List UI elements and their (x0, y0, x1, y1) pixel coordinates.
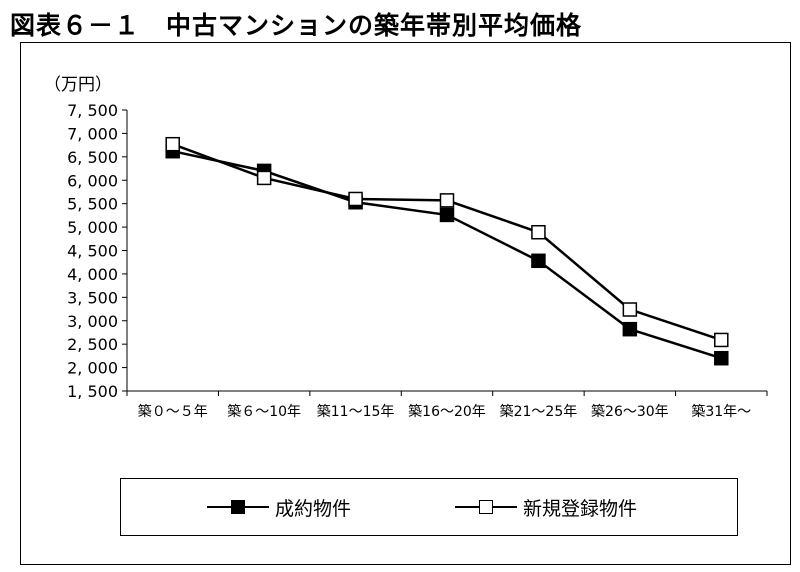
x-tick-label: 築11～15年 (317, 404, 395, 420)
legend-label-contracted: 成約物件 (275, 497, 352, 520)
open-square-marker (256, 170, 272, 186)
filled-square-marker (714, 350, 729, 366)
series-line-contracted (172, 149, 722, 360)
y-tick-label: 5, 500 (67, 195, 118, 214)
legend-line-new-listings (455, 500, 517, 514)
filled-square-marker (622, 321, 638, 337)
filled-square-marker (531, 253, 546, 269)
open-square-marker-icon (479, 500, 493, 514)
legend-line-contracted (207, 500, 269, 514)
open-square-marker (439, 193, 455, 208)
y-tick-label: 2, 500 (67, 335, 118, 354)
legend: 成約物件 新規登録物件 (120, 478, 738, 536)
y-tick-label: 3, 000 (67, 312, 118, 331)
filled-square-marker-icon (231, 500, 245, 514)
figure-title: 図表６－１ 中古マンションの築年帯別平均価格 (10, 11, 583, 40)
filled-square-marker (439, 207, 455, 223)
y-tick-label: 6, 500 (67, 148, 118, 167)
y-tick-label: 1, 500 (67, 382, 118, 401)
legend-item-new-listings: 新規登録物件 (455, 493, 637, 521)
x-tick-label: 築31年～ (691, 404, 751, 420)
y-tick-label: 6, 000 (67, 171, 118, 190)
x-tick-label: 築６～10年 (227, 404, 301, 420)
open-square-marker (348, 191, 363, 207)
open-square-marker (622, 302, 638, 317)
open-square-marker (165, 136, 180, 152)
legend-label-new-listings: 新規登録物件 (523, 497, 638, 520)
x-tick-label: 築16～20年 (408, 404, 486, 420)
y-tick-label: 7, 000 (67, 124, 118, 143)
y-tick-label: 7, 500 (67, 101, 118, 120)
legend-item-contracted: 成約物件 (207, 493, 351, 521)
y-tick-label: 5, 000 (67, 218, 118, 237)
x-tick-label: 築０～５年 (138, 404, 208, 420)
y-unit-label: （万円） (44, 75, 112, 95)
y-tick-label: 4, 000 (67, 265, 118, 284)
open-square-marker (531, 224, 546, 240)
x-tick-label: 築21～25年 (500, 404, 578, 420)
x-tick-label: 築26～30年 (591, 404, 669, 420)
y-tick-label: 4, 500 (67, 242, 118, 261)
y-tick-label: 2, 000 (67, 359, 118, 378)
series-line-new-listings (172, 143, 722, 342)
open-square-marker (714, 332, 729, 348)
chart-frame (20, 42, 791, 565)
y-tick-label: 3, 500 (67, 288, 118, 307)
